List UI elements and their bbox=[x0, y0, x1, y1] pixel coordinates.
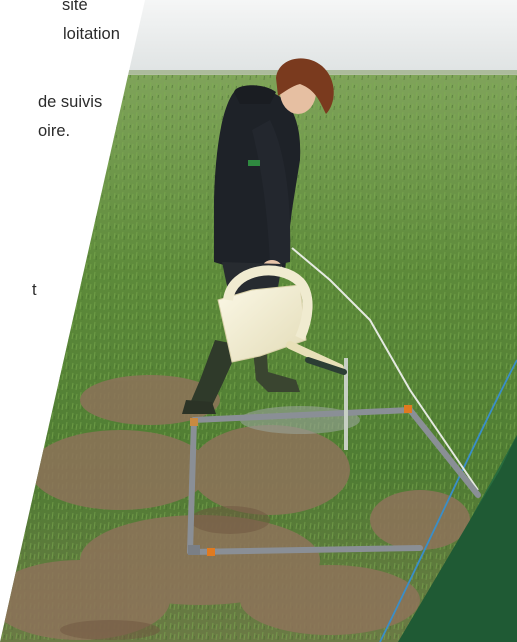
text-line: oire. bbox=[38, 122, 71, 140]
blue-string bbox=[379, 359, 517, 642]
corner-accent bbox=[398, 435, 517, 642]
text-line: de suivis bbox=[38, 93, 103, 111]
text-line: loitation bbox=[63, 25, 120, 43]
article-text-column: sité loitation de suivis oire. t bbox=[0, 0, 150, 642]
pvc-frame bbox=[187, 407, 481, 555]
text-line: sité bbox=[62, 0, 88, 14]
text-line: t bbox=[32, 281, 37, 299]
measuring-tape bbox=[291, 247, 479, 491]
soil-patches bbox=[0, 375, 470, 640]
sky bbox=[0, 0, 517, 74]
frame-joints bbox=[188, 405, 412, 556]
watering-can bbox=[217, 265, 347, 375]
